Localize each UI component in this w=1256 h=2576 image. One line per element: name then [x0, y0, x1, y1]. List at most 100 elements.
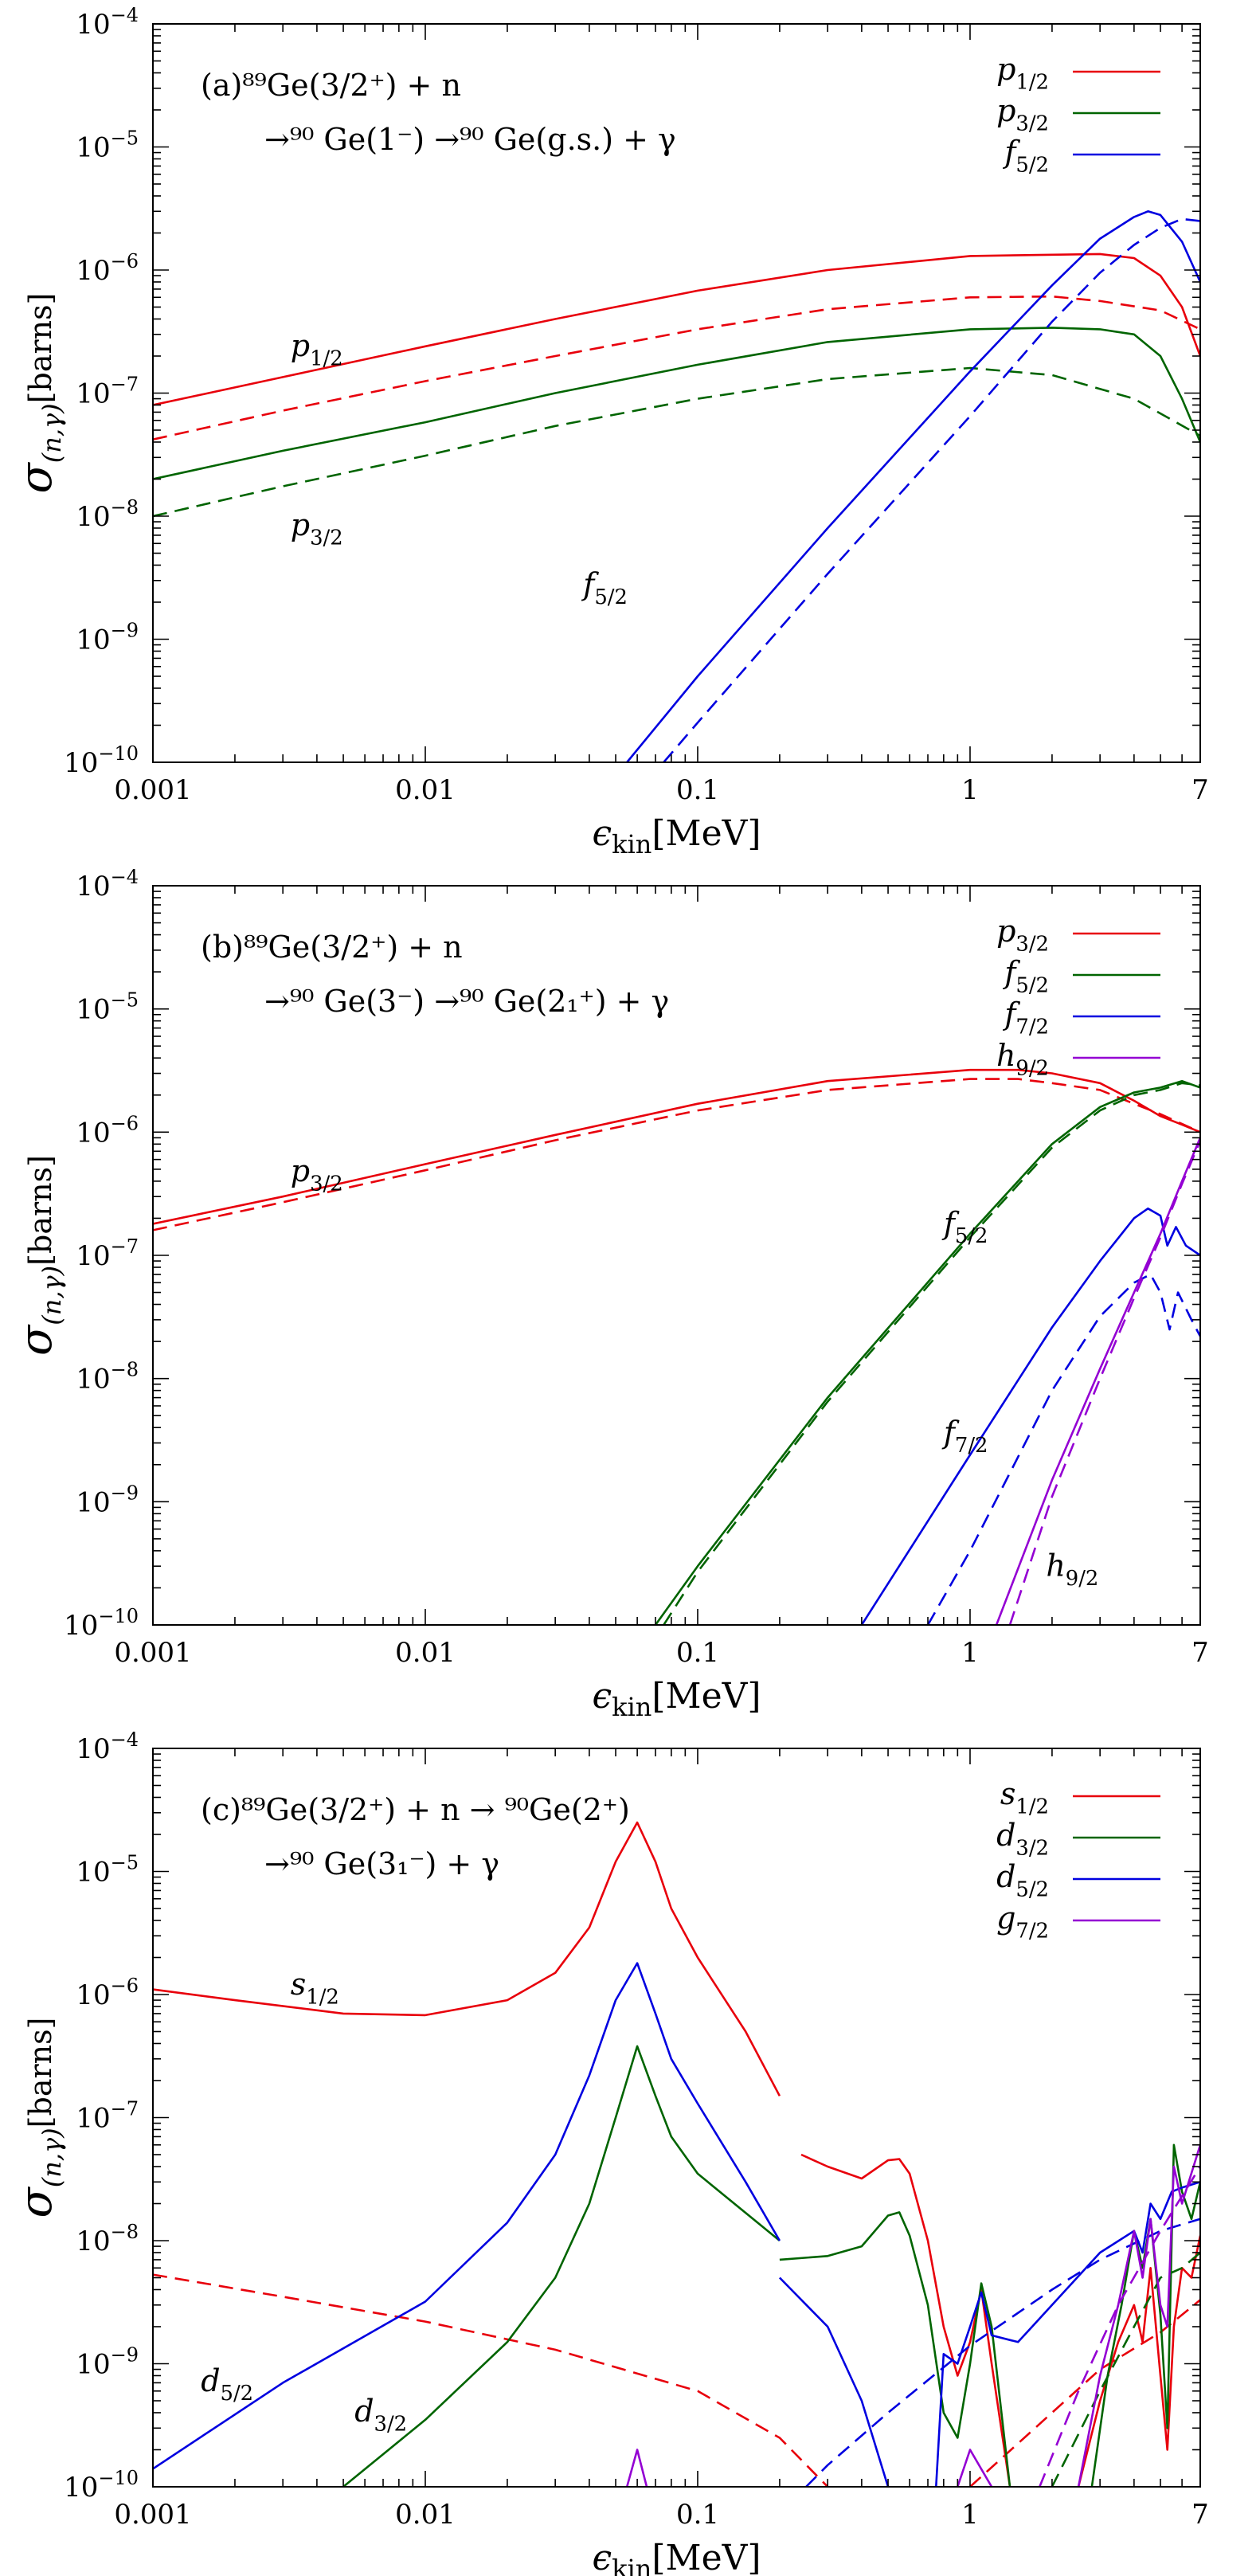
legend-label-1-main: d — [996, 1818, 1015, 1853]
series-line-5 — [663, 217, 1200, 762]
series-line-10 — [778, 2277, 890, 2487]
series-line-5 — [926, 1273, 1200, 1625]
legend-label-3-main: g — [996, 1901, 1015, 1936]
y-tick-label: 10−7 — [76, 2098, 139, 2135]
y-tick-exp: −9 — [111, 620, 139, 642]
series-line-4 — [626, 209, 1200, 762]
annotation-3: h9/2 — [1046, 1548, 1098, 1590]
panel-title-line1: (c)⁸⁹Ge(3/2⁺) + n → ⁹⁰Ge(2⁺) — [201, 1792, 630, 1827]
legend-label-1: f5/2 — [1002, 955, 1049, 997]
annotation-1-sub: 5/2 — [955, 1224, 988, 1248]
y-tick-exp: −7 — [111, 2098, 139, 2120]
y-tick-exp: −8 — [111, 496, 139, 519]
legend-label-2-sub: 5/2 — [1015, 153, 1049, 177]
legend-label-1: d3/2 — [996, 1818, 1049, 1860]
annotation-0: p1/2 — [291, 328, 343, 370]
y-axis-label-unit: [barns] — [23, 1155, 58, 1266]
x-tick-label: 7 — [1191, 774, 1209, 806]
annotation-1-main: p — [291, 507, 310, 542]
series-line-4 — [969, 2299, 1200, 2487]
annotation-1: f5/2 — [941, 1206, 988, 1248]
y-tick-base: 10 — [76, 132, 110, 164]
panel-title-line2: →⁹⁰ Ge(3₁⁻) + γ — [264, 1846, 499, 1881]
series-line-4 — [860, 1207, 1200, 1625]
x-tick-label: 0.1 — [676, 774, 719, 806]
legend-label-3-sub: 7/2 — [1015, 1919, 1049, 1943]
y-axis-label: σ(n,γ)[barns] — [10, 1155, 67, 1356]
y-tick-base: 10 — [76, 501, 110, 533]
y-tick-exp: −6 — [111, 1112, 139, 1134]
annotation-1: p3/2 — [291, 507, 343, 550]
y-axis-label-sub: (n,γ) — [37, 1266, 67, 1325]
legend-label-0-main: p — [996, 914, 1015, 949]
series-line-0 — [153, 253, 1200, 406]
series-group — [153, 209, 1200, 762]
y-tick-label: 10−10 — [64, 2467, 139, 2504]
panel-a: 0.001 0.01 0.1 1 710−1010−910−810−710−610−51… — [10, 4, 1209, 859]
legend-label-0-main: p — [996, 52, 1015, 87]
x-tick-label: 1 — [961, 1637, 979, 1669]
y-tick-base: 10 — [64, 2472, 98, 2504]
y-tick-exp: −7 — [111, 1235, 139, 1258]
y-tick-base: 10 — [64, 747, 98, 779]
legend-label-1-main: p — [996, 93, 1015, 128]
x-tick-label: 1 — [961, 774, 979, 806]
legend-label-2-sub: 7/2 — [1015, 1015, 1049, 1039]
y-tick-exp: −9 — [111, 2344, 139, 2367]
annotation-1-sub: 5/2 — [221, 2382, 254, 2406]
y-tick-exp: −8 — [111, 1359, 139, 1381]
y-tick-base: 10 — [64, 1610, 98, 1642]
annotation-0-main: p — [291, 1153, 310, 1188]
x-tick-label: 0.01 — [395, 774, 456, 806]
series-line-8 — [1051, 2252, 1200, 2487]
legend-label-3-sub: 9/2 — [1015, 1056, 1049, 1080]
y-axis-label-sub: (n,γ) — [37, 2128, 67, 2187]
series-line-0 — [153, 1821, 781, 2096]
y-tick-label: 10−8 — [76, 1359, 139, 1396]
x-axis-label-unit: [MeV] — [651, 813, 761, 854]
y-tick-label: 10−9 — [76, 620, 139, 656]
annotation-2: f5/2 — [581, 567, 628, 609]
y-tick-base: 10 — [76, 378, 110, 410]
annotation-1-main: d — [201, 2363, 220, 2398]
y-axis-label-main: σ — [10, 461, 62, 493]
series-line-7 — [1008, 1140, 1200, 1625]
y-axis-label: σ(n,γ)[barns] — [10, 2018, 67, 2218]
y-tick-label: 10−9 — [76, 2344, 139, 2381]
y-tick-base: 10 — [76, 1240, 110, 1272]
legend-label-2-sub: 5/2 — [1015, 1877, 1049, 1901]
annotation-2-sub: 5/2 — [594, 585, 628, 609]
y-tick-base: 10 — [76, 255, 110, 287]
panel-title-line2: →⁹⁰ Ge(3⁻) →⁹⁰ Ge(2₁⁺) + γ — [264, 984, 669, 1019]
legend-label-2: f5/2 — [1002, 135, 1049, 177]
y-tick-base: 10 — [76, 871, 110, 902]
legend-label-1-sub: 5/2 — [1015, 973, 1049, 997]
x-tick-label: 0.01 — [395, 2499, 456, 2531]
series-line-6 — [995, 1137, 1200, 1625]
legend-label-2-main: d — [996, 1859, 1015, 1894]
legend-label-1-sub: 3/2 — [1015, 112, 1049, 135]
y-tick-exp: −6 — [111, 250, 139, 272]
annotation-2-sub: 7/2 — [955, 1434, 988, 1458]
series-line-13 — [625, 2449, 648, 2487]
y-tick-base: 10 — [76, 994, 110, 1026]
legend-label-3: h9/2 — [996, 1038, 1049, 1080]
y-tick-label: 10−6 — [76, 1112, 139, 1149]
y-tick-label: 10−4 — [76, 4, 139, 41]
y-tick-label: 10−4 — [76, 866, 139, 902]
panel-b: 0.001 0.01 0.1 1 710−1010−910−810−710−610−51… — [10, 866, 1209, 1722]
x-tick-label: 7 — [1191, 1637, 1209, 1669]
x-tick-label: 1 — [961, 2499, 979, 2531]
x-tick-label: 0.001 — [114, 774, 191, 806]
x-axis-label: ϵkin[MeV] — [592, 813, 761, 859]
y-tick-label: 10−6 — [76, 1975, 139, 2011]
panel-title-line1: (a)⁸⁹Ge(3/2⁺) + n — [201, 68, 461, 103]
series-line-2 — [654, 1079, 1200, 1625]
y-tick-label: 10−8 — [76, 496, 139, 533]
legend-label-0-sub: 1/2 — [1015, 70, 1049, 94]
y-tick-base: 10 — [76, 2103, 110, 2135]
series-line-2 — [1077, 2235, 1200, 2487]
annotation-2-sub: 3/2 — [374, 2412, 408, 2436]
annotation-0-sub: 1/2 — [306, 1985, 339, 2009]
annotation-2: d3/2 — [354, 2394, 407, 2436]
